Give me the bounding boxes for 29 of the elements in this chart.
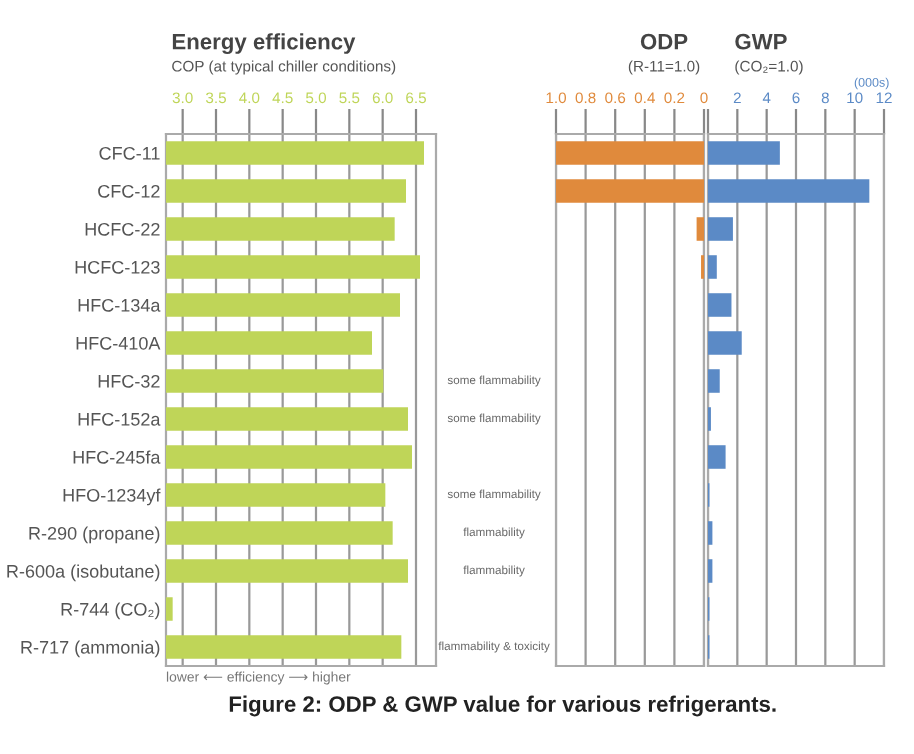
y-tick-label: R-744 (CO₂) [61, 602, 160, 620]
bar [556, 141, 704, 165]
bar [696, 217, 704, 241]
y-tick-label: CFC-12 [98, 184, 160, 198]
y-tick-label: HCFC-123 [75, 260, 160, 274]
y-tick-label: HCFC-22 [85, 222, 160, 236]
y-tick-label: R-290 (propane) [29, 526, 160, 544]
bar [708, 255, 717, 279]
y-tick-label: HFC-134a [78, 298, 161, 312]
y-tick-label: HFC-245fa [73, 450, 161, 464]
chart-title: ODP [640, 33, 688, 50]
y-tick-label: R-600a (isobutane) [7, 564, 160, 582]
y-tick-label: HFC-152a [78, 412, 161, 426]
bar [556, 179, 704, 203]
bar [708, 445, 726, 469]
chart-title: GWP [735, 33, 787, 50]
y-tick-label: HFC-32 [98, 374, 160, 388]
bar [708, 331, 742, 355]
chart-title: Energy efficiency [172, 33, 356, 54]
bar [708, 141, 780, 165]
y-tick-label: HFC-410A [76, 336, 161, 350]
bar [708, 179, 870, 203]
y-tick-label: HFO-1234yf [63, 488, 161, 506]
y-tick-label: CFC-11 [99, 146, 160, 160]
y-tick-label: R-717 (ammonia) [21, 640, 160, 658]
caption: Figure 2: ODP & GWP value for various refrigerants. [229, 695, 776, 717]
bar [708, 369, 720, 393]
bar [708, 217, 733, 241]
bar [708, 293, 732, 317]
